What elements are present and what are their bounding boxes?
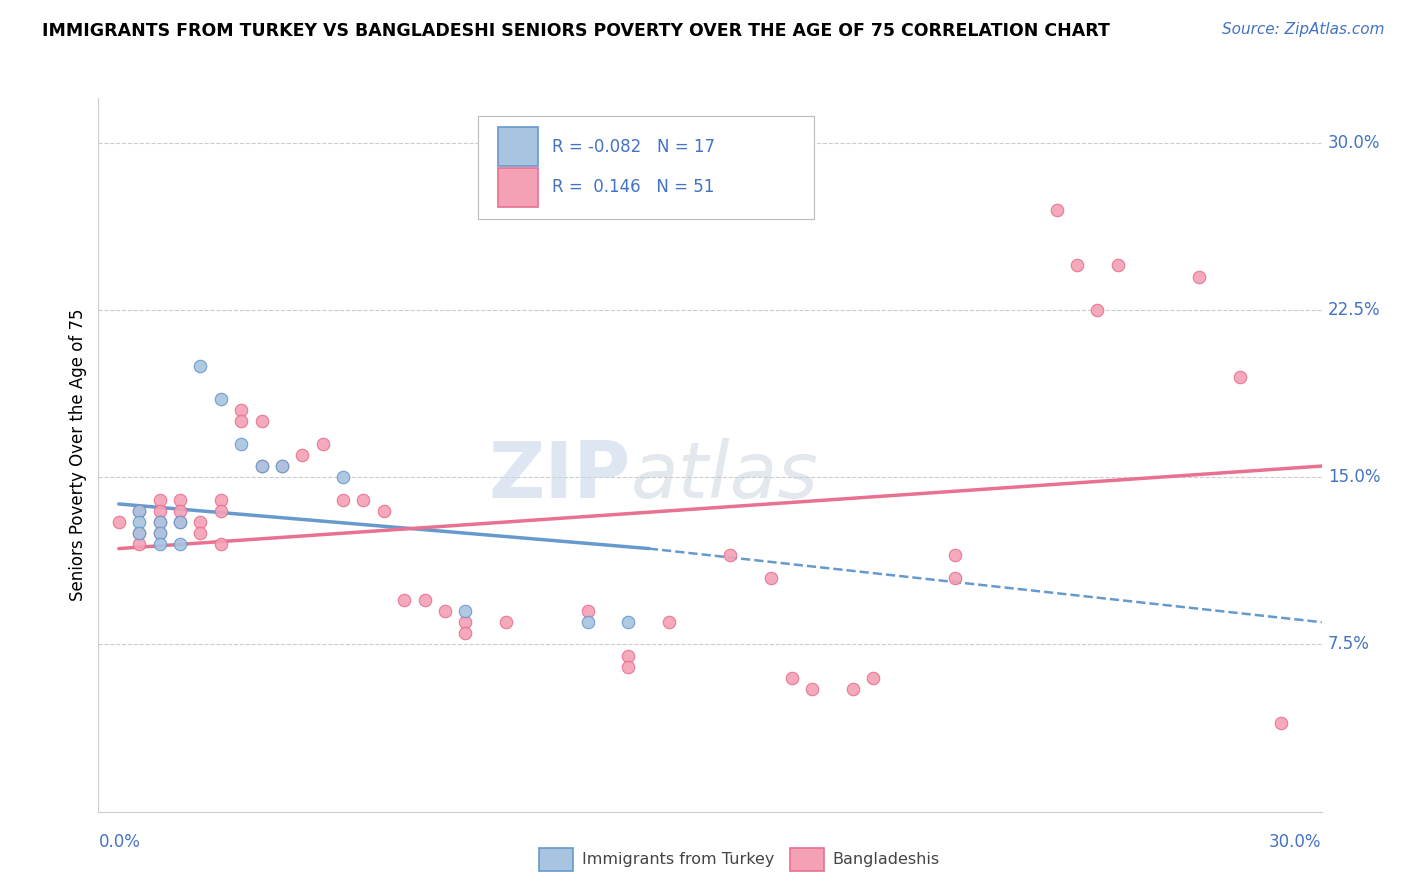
Text: Bangladeshis: Bangladeshis [832, 852, 939, 867]
Y-axis label: Seniors Poverty Over the Age of 75: Seniors Poverty Over the Age of 75 [69, 309, 87, 601]
Text: Source: ZipAtlas.com: Source: ZipAtlas.com [1222, 22, 1385, 37]
Text: R =  0.146   N = 51: R = 0.146 N = 51 [553, 178, 714, 196]
Text: ZIP: ZIP [488, 438, 630, 515]
Text: R = -0.082   N = 17: R = -0.082 N = 17 [553, 137, 716, 155]
FancyBboxPatch shape [538, 848, 574, 871]
FancyBboxPatch shape [498, 168, 537, 207]
Text: atlas: atlas [630, 438, 818, 515]
Text: 22.5%: 22.5% [1327, 301, 1381, 319]
Text: 30.0%: 30.0% [1270, 833, 1322, 851]
Text: Immigrants from Turkey: Immigrants from Turkey [582, 852, 773, 867]
FancyBboxPatch shape [790, 848, 824, 871]
Text: 15.0%: 15.0% [1327, 468, 1381, 486]
FancyBboxPatch shape [478, 116, 814, 219]
Text: IMMIGRANTS FROM TURKEY VS BANGLADESHI SENIORS POVERTY OVER THE AGE OF 75 CORRELA: IMMIGRANTS FROM TURKEY VS BANGLADESHI SE… [42, 22, 1111, 40]
Text: 7.5%: 7.5% [1327, 635, 1369, 654]
Text: 30.0%: 30.0% [1327, 134, 1381, 152]
FancyBboxPatch shape [498, 127, 537, 166]
Text: 0.0%: 0.0% [98, 833, 141, 851]
